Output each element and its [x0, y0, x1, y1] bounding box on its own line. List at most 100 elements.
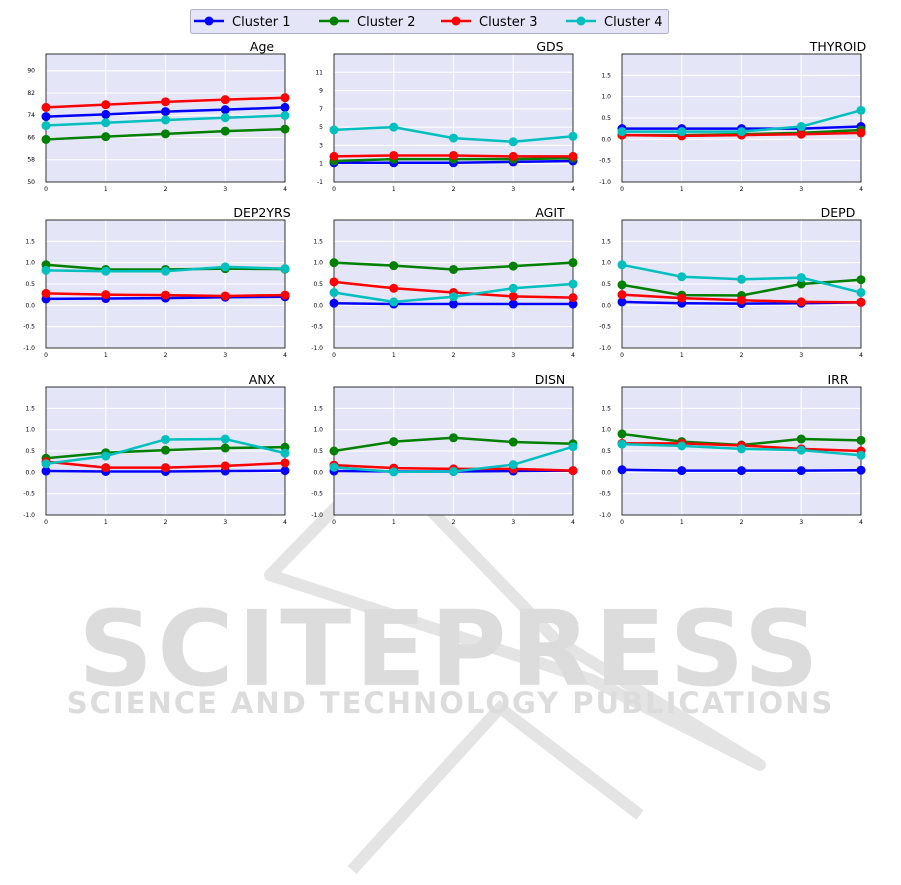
y-tick-label: 1.5	[601, 238, 611, 245]
y-tick-label: 0.0	[25, 302, 35, 309]
x-tick-label: 4	[859, 352, 863, 359]
x-tick-label: 2	[452, 186, 456, 193]
series-cluster-4	[329, 442, 578, 477]
subplot-thyroid: 0 1 2 3 4 -1.0 -0.5 0.0 0.5 1.0 1.5 THYROID	[599, 39, 866, 193]
legend-swatch-marker	[451, 16, 461, 26]
data-point	[508, 261, 518, 271]
y-tick-label: 66	[27, 134, 35, 141]
data-point	[796, 445, 806, 455]
series-cluster-3	[329, 150, 578, 161]
y-tick-label: 5	[319, 124, 323, 131]
y-tick-label: 11	[315, 69, 323, 76]
y-tick-label: 50	[27, 179, 35, 186]
x-tick-label: 3	[223, 186, 227, 193]
series-cluster-2	[329, 258, 578, 274]
y-tick-label: 3	[319, 142, 323, 149]
data-point	[41, 112, 51, 122]
x-tick-label: 0	[44, 352, 48, 359]
y-tick-label: -1.0	[599, 179, 611, 186]
data-point	[329, 277, 339, 287]
legend-label: Cluster 2	[357, 15, 416, 30]
legend-label: Cluster 3	[479, 15, 538, 30]
data-point	[617, 127, 627, 137]
series-cluster-4	[41, 434, 290, 469]
x-tick-label: 1	[680, 186, 684, 193]
y-tick-label: 0.5	[601, 448, 611, 455]
x-tick-label: 1	[392, 519, 396, 526]
y-tick-label: 1.0	[313, 427, 323, 434]
y-tick-label: -1.0	[311, 512, 323, 519]
x-tick-label: 4	[283, 186, 287, 193]
x-tick-label: 0	[620, 352, 624, 359]
data-point	[737, 466, 746, 476]
x-tick-label: 4	[859, 519, 863, 526]
x-tick-label: 2	[164, 186, 168, 193]
data-point	[677, 466, 687, 476]
data-point	[796, 297, 806, 307]
y-tick-label: 1.0	[601, 260, 611, 267]
data-point	[161, 97, 170, 107]
subplot-title: DEPD	[821, 205, 856, 220]
data-point	[617, 280, 627, 290]
y-tick-label: -0.5	[23, 324, 35, 331]
y-tick-label: 7	[319, 106, 323, 113]
y-tick-label: 0.0	[601, 302, 611, 309]
x-tick-label: 3	[223, 352, 227, 359]
x-tick-label: 1	[392, 186, 396, 193]
axes-frame	[621, 53, 862, 183]
data-point	[280, 466, 290, 476]
data-point	[508, 299, 518, 309]
subplot-title: IRR	[827, 372, 848, 387]
data-point	[220, 105, 230, 115]
data-point	[568, 293, 578, 303]
subplot-disn: 0 1 2 3 4 -1.0 -0.5 0.0 0.5 1.0 1.5 DISN	[311, 372, 578, 526]
data-point	[677, 441, 687, 451]
x-tick-label: 1	[392, 352, 396, 359]
data-point	[41, 288, 51, 298]
legend-label: Cluster 4	[604, 15, 663, 30]
data-point	[568, 258, 578, 268]
data-point	[220, 434, 230, 444]
axes-frame	[333, 53, 574, 183]
subplot-age: 0 1 2 3 4 50 58 66 74 82 90 Age	[27, 39, 290, 193]
data-point	[617, 297, 627, 307]
data-point	[677, 293, 687, 303]
data-point	[101, 109, 111, 119]
data-point	[449, 264, 458, 274]
data-point	[41, 121, 51, 131]
data-point	[449, 433, 458, 443]
data-point	[617, 465, 627, 475]
data-point	[568, 466, 578, 476]
y-tick-label: 0.0	[601, 136, 611, 143]
series-cluster-3	[41, 288, 290, 301]
data-point	[856, 288, 866, 298]
data-point	[280, 448, 290, 458]
x-tick-label: 4	[571, 186, 575, 193]
y-tick-label: 82	[27, 90, 35, 97]
x-tick-label: 1	[104, 352, 108, 359]
x-tick-label: 1	[680, 352, 684, 359]
x-tick-label: 3	[511, 352, 515, 359]
x-tick-label: 2	[164, 519, 168, 526]
y-tick-label: 1.0	[313, 260, 323, 267]
data-point	[329, 125, 339, 135]
y-tick-label: 0.0	[25, 469, 35, 476]
x-tick-label: 4	[283, 519, 287, 526]
data-point	[677, 127, 687, 137]
y-tick-label: 9	[319, 88, 323, 95]
legend: Cluster 1 Cluster 2 Cluster 3 Cluster 4	[190, 9, 669, 34]
data-point	[568, 279, 578, 289]
data-point	[101, 100, 111, 110]
y-tick-label: 1.5	[313, 405, 323, 412]
y-tick-label: -0.5	[599, 158, 611, 165]
y-tick-label: -1.0	[311, 345, 323, 352]
data-point	[737, 127, 746, 137]
series-cluster-4	[329, 122, 578, 147]
data-point	[220, 443, 230, 453]
data-point	[737, 274, 746, 284]
data-point	[796, 129, 806, 139]
y-tick-label: 0.5	[25, 281, 35, 288]
y-tick-label: 90	[27, 68, 35, 75]
data-point	[280, 93, 290, 103]
x-tick-label: 1	[104, 519, 108, 526]
